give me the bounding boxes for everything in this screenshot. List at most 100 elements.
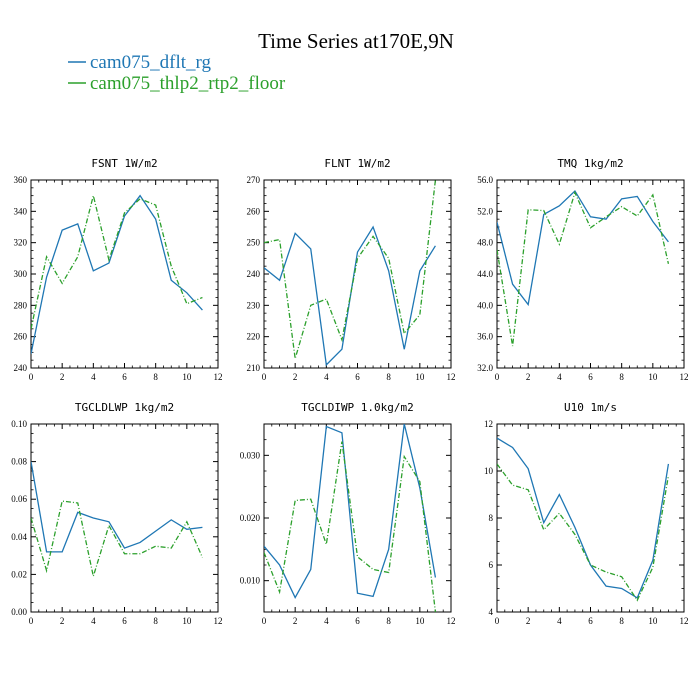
y-tick-label: 32.0 <box>477 363 493 373</box>
legend-label-dflt: cam075_dflt_rg <box>90 52 212 73</box>
x-tick-label: 10 <box>648 372 658 382</box>
chart-panel-3: TGCLDLWP 1kg/m2 0 2 4 6 8 10 12 0.00 0.02 0.04 0.06… <box>11 401 222 626</box>
x-tick-label: 2 <box>60 372 65 382</box>
x-tick-label: 6 <box>355 616 360 626</box>
y-tick-label: 0.04 <box>11 532 27 542</box>
x-tick-label: 10 <box>182 616 192 626</box>
series-line-dflt <box>497 437 670 599</box>
panel-title: TGCLDIWP 1.0kg/m2 <box>301 401 414 414</box>
chart-panel-0: FSNT 1W/m2 0 2 4 6 8 10 12 240 260 280 300 320 340 360 <box>14 157 223 382</box>
y-tick-label: 260 <box>14 332 28 342</box>
y-tick-label: 230 <box>247 300 261 310</box>
y-tick-label: 0.08 <box>11 457 27 467</box>
y-tick-label: 0.00 <box>11 607 27 617</box>
x-tick-label: 4 <box>557 616 562 626</box>
x-tick-label: 12 <box>680 372 689 382</box>
x-tick-label: 4 <box>324 616 329 626</box>
y-tick-label: 0.020 <box>240 513 261 523</box>
x-tick-label: 2 <box>293 616 298 626</box>
y-tick-label: 240 <box>14 363 28 373</box>
x-tick-label: 10 <box>415 372 425 382</box>
y-tick-label: 240 <box>247 269 261 279</box>
panel-title: FLNT 1W/m2 <box>324 157 390 170</box>
x-tick-label: 8 <box>386 372 391 382</box>
y-tick-label: 0.010 <box>240 576 261 586</box>
y-tick-label: 10 <box>484 466 494 476</box>
x-tick-label: 6 <box>122 372 127 382</box>
x-tick-label: 4 <box>91 372 96 382</box>
series-line-floor <box>264 180 437 359</box>
chart-panel-1: FLNT 1W/m2 0 2 4 6 8 10 12 210 220 230 240 250 260 270 <box>247 157 456 382</box>
x-tick-label: 0 <box>495 372 500 382</box>
series-line-dflt <box>31 461 203 553</box>
x-tick-label: 6 <box>355 372 360 382</box>
y-tick-label: 0.10 <box>11 419 27 429</box>
series-line-floor <box>497 463 670 602</box>
x-tick-label: 12 <box>214 616 223 626</box>
x-tick-label: 12 <box>680 616 689 626</box>
x-tick-label: 2 <box>526 616 531 626</box>
x-tick-label: 8 <box>153 616 158 626</box>
y-tick-label: 6 <box>489 560 494 570</box>
legend-label-floor: cam075_thlp2_rtp2_floor <box>90 73 286 94</box>
y-tick-label: 8 <box>489 513 494 523</box>
x-tick-label: 8 <box>386 616 391 626</box>
plot-frame <box>263 179 452 369</box>
panel-title: TGCLDLWP 1kg/m2 <box>75 401 174 414</box>
y-tick-label: 0.030 <box>240 450 261 460</box>
x-tick-label: 8 <box>619 616 624 626</box>
y-tick-label: 250 <box>247 238 261 248</box>
y-tick-label: 4 <box>489 607 494 617</box>
y-tick-label: 0.02 <box>11 569 27 579</box>
legend: cam075_dflt_rg cam075_thlp2_rtp2_floor <box>68 52 286 94</box>
x-tick-label: 4 <box>91 616 96 626</box>
plot-frame <box>496 423 685 613</box>
x-tick-label: 6 <box>588 372 593 382</box>
plot-frame <box>30 179 219 369</box>
x-tick-label: 6 <box>588 616 593 626</box>
y-tick-label: 12 <box>484 419 493 429</box>
x-tick-label: 10 <box>182 372 192 382</box>
series-line-dflt <box>497 189 669 307</box>
series-line-floor <box>31 500 204 579</box>
series-line-floor <box>497 190 670 347</box>
x-tick-label: 4 <box>557 372 562 382</box>
y-tick-label: 0.06 <box>11 494 27 504</box>
series-line-floor <box>31 195 203 329</box>
panel-title: TMQ 1kg/m2 <box>557 157 623 170</box>
plot-frame <box>496 179 685 369</box>
series-line-dflt <box>31 194 203 355</box>
series-line-dflt <box>264 225 436 367</box>
x-tick-label: 4 <box>324 372 329 382</box>
plot-frame <box>30 423 219 613</box>
x-tick-label: 0 <box>495 616 500 626</box>
y-tick-label: 340 <box>14 206 28 216</box>
figure-title: Time Series at170E,9N <box>258 29 454 53</box>
y-tick-label: 52.0 <box>477 206 493 216</box>
x-tick-label: 0 <box>262 616 267 626</box>
x-tick-label: 6 <box>122 616 127 626</box>
y-tick-label: 36.0 <box>477 332 493 342</box>
x-tick-label: 10 <box>648 616 658 626</box>
y-tick-label: 260 <box>247 206 261 216</box>
y-tick-label: 270 <box>247 175 261 185</box>
y-tick-label: 220 <box>247 332 261 342</box>
panel-title: U10 1m/s <box>564 401 617 414</box>
series-line-floor <box>264 441 437 612</box>
chart-panel-5: U10 1m/s 0 2 4 6 8 10 12 4 6 8 10 12 <box>484 401 689 626</box>
chart-panel-2: TMQ 1kg/m2 0 2 4 6 8 10 12 32.0 36.0 40.0 44.0 48.0 5… <box>477 157 688 382</box>
y-tick-label: 40.0 <box>477 300 493 310</box>
x-tick-label: 2 <box>526 372 531 382</box>
x-tick-label: 8 <box>153 372 158 382</box>
panels: FSNT 1W/m20 2 4 6 8 10 12240260280300320340360… <box>11 157 688 626</box>
chart-panel-4: TGCLDIWP 1.0kg/m2 0 2 4 6 8 10 12 0.010 0.020 0.03… <box>240 401 456 626</box>
series-line-dflt <box>264 424 437 600</box>
x-tick-label: 2 <box>293 372 298 382</box>
x-tick-label: 0 <box>29 616 34 626</box>
y-tick-label: 210 <box>247 363 261 373</box>
x-tick-label: 12 <box>447 616 456 626</box>
y-tick-label: 48.0 <box>477 238 493 248</box>
x-tick-label: 8 <box>619 372 624 382</box>
x-tick-label: 2 <box>60 616 65 626</box>
